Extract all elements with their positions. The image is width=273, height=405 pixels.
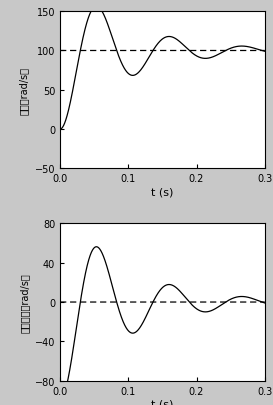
X-axis label: t (s): t (s)	[151, 398, 174, 405]
Y-axis label: 速度（rad/s）: 速度（rad/s）	[19, 67, 29, 115]
Y-axis label: 速度误差（rad/s）: 速度误差（rad/s）	[19, 273, 29, 332]
X-axis label: t (s): t (s)	[151, 187, 174, 196]
